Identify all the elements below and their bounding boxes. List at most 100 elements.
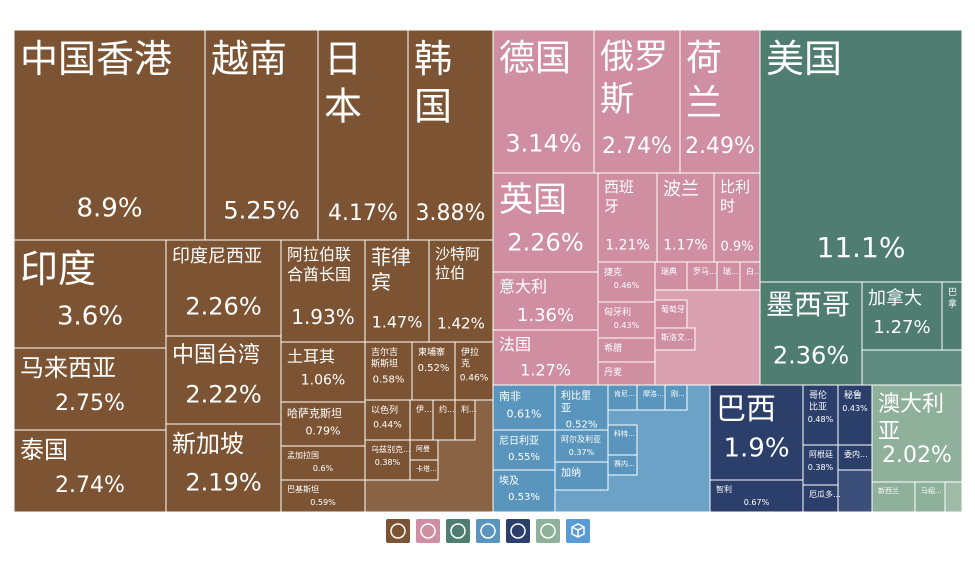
tile (492, 172, 599, 273)
tile (654, 327, 696, 351)
value-label: 5.25% (223, 196, 299, 224)
tile (861, 281, 943, 351)
value-label: 1.36% (517, 305, 574, 326)
tile-label: 约... (439, 404, 455, 414)
value-label: 1.21% (605, 237, 649, 253)
legend-icon[interactable] (536, 519, 560, 543)
tile-label: 比利时 (720, 178, 750, 215)
tile-label: 阿尔及利亚 (561, 434, 601, 444)
tile (454, 341, 494, 401)
tile-label: 日本 (324, 37, 362, 129)
tile-label: 阿拉伯联合酋长国 (287, 245, 351, 284)
tile (364, 399, 411, 441)
tile-label: 伊拉克 (461, 346, 479, 369)
tile-label: 波兰 (663, 179, 699, 200)
tile (709, 384, 804, 481)
value-label: 0.61% (507, 408, 542, 421)
value-label: 2.74% (602, 134, 672, 159)
tile (686, 261, 718, 291)
tile (837, 444, 873, 471)
tile-label: 捷克 (604, 266, 622, 278)
value-label: 3.14% (505, 129, 581, 157)
tile-label: 英国 (499, 180, 567, 220)
value-label: 1.06% (301, 372, 345, 388)
tile-label: 以色列 (371, 404, 398, 416)
tile (593, 29, 681, 174)
value-label: 0.46% (614, 281, 640, 290)
tile (607, 384, 638, 411)
tile (554, 429, 609, 463)
tile (165, 423, 282, 513)
tile-label: 卡塔... (416, 464, 437, 473)
tile-label: 新西兰 (878, 486, 899, 495)
value-label: 1.42% (437, 315, 485, 333)
value-label: 0.38% (375, 458, 401, 467)
tile-label: 利比里亚 (561, 390, 591, 415)
tile-label: 埃及 (499, 474, 519, 487)
tile-label: 新加坡 (172, 430, 244, 458)
value-label: 0.37% (569, 448, 595, 457)
tile (280, 239, 366, 343)
tile (597, 261, 656, 303)
tile-label: 孟加拉国 (287, 450, 319, 460)
tile-label: 葡萄牙 (661, 304, 685, 314)
legend-icon[interactable] (416, 519, 440, 543)
value-label: 1.27% (873, 317, 930, 338)
tile-label: 瑞典 (661, 266, 677, 276)
tile-label: 墨西哥 (766, 288, 850, 321)
tile-label: 印度尼西亚 (172, 246, 262, 267)
tile (407, 29, 494, 241)
value-label: 8.9% (76, 194, 142, 224)
value-label: 0.43% (614, 321, 640, 330)
tile-label: 荷兰 (686, 38, 722, 124)
tile (654, 299, 688, 329)
value-label: 1.27% (520, 361, 571, 380)
tile-label: 巴基斯坦 (287, 484, 319, 494)
legend-icon[interactable] (446, 519, 470, 543)
value-label: 0.38% (808, 463, 834, 472)
tile-label: 加拿大 (868, 287, 922, 309)
value-label: 2.75% (55, 391, 125, 416)
tile (204, 29, 319, 241)
tile (607, 454, 638, 476)
tile (554, 461, 609, 491)
value-label: 0.55% (508, 452, 540, 463)
tile-label: 伊... (416, 404, 432, 414)
tile-label: 巴拿 (948, 287, 957, 309)
tile-label: 泰国 (20, 436, 68, 464)
tile-label: 美国 (766, 37, 842, 81)
value-label: 1.9% (723, 434, 789, 464)
tile (679, 29, 761, 174)
tile (411, 341, 456, 401)
tile (656, 172, 715, 263)
tile (802, 444, 839, 486)
tile-label: 委内... (844, 449, 868, 459)
value-label: 1.93% (291, 305, 355, 329)
tile-label: 法国 (499, 335, 531, 354)
legend-icon[interactable] (476, 519, 500, 543)
tile (914, 481, 946, 513)
tile-label: 尼日利亚 (499, 435, 539, 447)
value-label: 4.17% (328, 201, 398, 226)
tiles: 中国香港 8.9% 越南 5.25% 日本 4.17% 韩国 3.88% 印度 3.6% 马来西亚 2… (13, 29, 963, 513)
legend-icon[interactable] (506, 519, 530, 543)
tile-label: 阿根廷 (809, 449, 833, 459)
tile-label: 哥伦比亚 (809, 389, 827, 412)
tile-label: 柬埔寨 (418, 346, 445, 358)
value-label: 0.44% (373, 420, 402, 430)
tile-label: 希腊 (604, 342, 622, 354)
tile (317, 29, 409, 241)
tile (709, 479, 804, 513)
value-label: 2.26% (507, 228, 583, 256)
tile (597, 172, 658, 263)
tile (280, 341, 366, 403)
legend-icon[interactable] (386, 519, 410, 543)
tile-label: 中国香港 (20, 37, 172, 81)
tile-label: 韩国 (414, 37, 452, 129)
tile-label: 赛内... (614, 459, 635, 468)
value-label: 2.26% (185, 292, 261, 320)
tile-label: 巴西 (716, 392, 776, 427)
tile (802, 484, 839, 513)
value-label: 0.52% (418, 363, 450, 374)
tile (13, 29, 206, 241)
